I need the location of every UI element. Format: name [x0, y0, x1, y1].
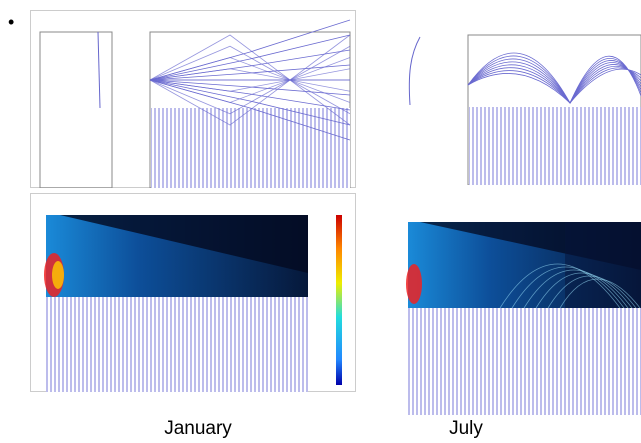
colorbar	[336, 215, 342, 385]
ray	[149, 68, 351, 92]
seafloor	[408, 308, 641, 415]
ray	[547, 275, 637, 309]
ray	[149, 34, 351, 126]
ray	[149, 45, 351, 115]
ray	[149, 34, 351, 126]
ray	[149, 79, 351, 126]
shadow-zone	[60, 215, 308, 273]
seafloor	[151, 108, 350, 188]
caption-january: January	[164, 418, 232, 439]
bullet: •	[8, 12, 15, 32]
ray	[149, 79, 351, 96]
far-field	[565, 222, 641, 308]
rays	[149, 19, 351, 141]
caption-july: July	[449, 418, 483, 439]
source-hot-spot	[406, 264, 422, 304]
ray	[511, 266, 625, 309]
seafloor	[469, 107, 641, 185]
source-core	[52, 261, 64, 289]
ray	[499, 263, 621, 309]
ray	[149, 79, 351, 111]
ray-trace-july	[380, 15, 641, 185]
sound-speed-profile	[408, 36, 421, 106]
transmission-loss-july	[380, 200, 641, 415]
convergence-arcs	[499, 263, 641, 309]
ray	[559, 278, 641, 309]
rays	[467, 52, 641, 104]
plot-box	[467, 34, 641, 185]
ray	[149, 79, 351, 141]
ray	[467, 52, 641, 104]
ray	[535, 272, 633, 309]
seafloor	[46, 297, 308, 392]
ray	[149, 45, 351, 115]
transmission-loss-january	[30, 193, 356, 392]
ray	[523, 269, 629, 309]
ray	[149, 64, 351, 81]
sound-speed-box	[39, 31, 113, 188]
ray	[149, 57, 351, 103]
ray-trace-january	[30, 10, 356, 188]
sound-speed-profile	[97, 31, 101, 109]
ray	[149, 34, 351, 81]
